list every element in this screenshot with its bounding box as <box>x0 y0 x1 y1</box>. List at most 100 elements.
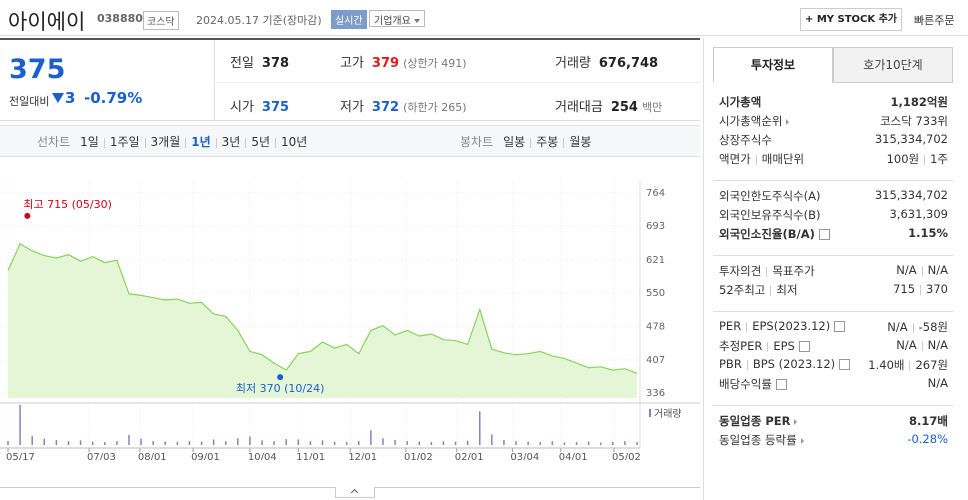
x-tick-label: 01/02 <box>404 452 433 460</box>
volume-bar <box>176 442 179 445</box>
info-label: 52주최고 최저 <box>719 282 798 298</box>
info-value-text: 370 <box>926 282 948 296</box>
tab[interactable]: 1년 <box>191 135 211 149</box>
tab[interactable]: 월봉 <box>569 135 592 149</box>
volume-bar <box>587 441 590 445</box>
info-label-text: 액면가 <box>719 152 751 166</box>
volume-bar <box>321 440 324 445</box>
volume-bar <box>140 438 142 445</box>
x-tick-label: 11/01 <box>296 452 325 460</box>
volume-bar <box>91 441 94 445</box>
info-value: -0.28% <box>907 432 948 446</box>
info-label-text: PBR <box>719 357 742 371</box>
side-tab[interactable]: 투자정보 <box>713 47 833 83</box>
info-value: N/A -58원 <box>887 319 948 335</box>
info-value-text: 315,334,702 <box>874 188 948 202</box>
tab[interactable]: 일봉 <box>503 135 526 149</box>
summary-value: 375 <box>261 100 290 115</box>
tab-separator <box>563 137 565 148</box>
separator <box>766 266 768 277</box>
collapse-icon <box>350 488 359 497</box>
summary-label: 전일 <box>230 56 254 71</box>
info-value-text: -58원 <box>918 320 948 334</box>
separator <box>921 340 923 351</box>
info-label-text: 외국인보유주식수(B) <box>719 208 821 222</box>
tab[interactable]: 1주일 <box>109 135 140 149</box>
volume-bar <box>382 438 384 445</box>
info-value-text: N/A <box>927 338 948 352</box>
quick-order-button[interactable]: 빠른주문 <box>914 14 955 27</box>
tab[interactable]: 1일 <box>80 135 99 149</box>
info-label: 동일업종 등락률 <box>719 432 804 448</box>
volume-bar <box>273 441 275 445</box>
mystock-button[interactable]: + MY STOCK 추가 <box>800 8 902 31</box>
volume-bar <box>104 442 106 445</box>
summary-item: 시가 375 <box>230 96 289 115</box>
tab-group: 봉차트 일봉 주봉 월봉 <box>460 133 591 150</box>
volume-bar <box>309 441 312 445</box>
separator <box>746 359 748 370</box>
collapse-button[interactable] <box>335 487 375 498</box>
info-value-text: 코스닥 733위 <box>880 114 948 128</box>
x-tick-label: 09/01 <box>191 452 220 460</box>
info-label: 시가총액 <box>719 94 761 110</box>
price-chart: 764 693 621 550 478 407 336 05/17 07/03 08/01 09/0… <box>0 180 700 460</box>
summary-row-divider <box>215 82 700 83</box>
separator <box>921 265 923 276</box>
x-tick-label: 05/17 <box>6 452 35 460</box>
tab[interactable]: 10년 <box>281 135 308 149</box>
info-label-text: 배당수익률 <box>719 377 772 391</box>
info-value: 1.15% <box>908 226 948 240</box>
tab[interactable]: 5년 <box>251 135 271 149</box>
info-value-text: N/A <box>896 338 917 352</box>
volume-bar <box>612 442 614 445</box>
separator <box>924 154 926 165</box>
y-tick-label: 478 <box>646 322 665 333</box>
price-divider <box>214 40 215 120</box>
realtime-badge[interactable]: 실시간 <box>331 10 367 29</box>
info-value-text: 715 <box>893 282 916 296</box>
volume-bar <box>479 411 481 445</box>
volume-bar <box>527 441 529 445</box>
help-icon <box>818 229 830 240</box>
y-tick-label: 407 <box>646 355 665 366</box>
volume-bar <box>394 439 396 445</box>
volume-bar <box>515 441 517 445</box>
y-tick-label: 764 <box>646 188 665 199</box>
price-panel-bottom <box>0 120 700 121</box>
info-label-text: EPS <box>773 339 795 353</box>
info-label-text: 동일업종 등락률 <box>719 433 797 447</box>
separator <box>755 154 757 165</box>
summary-item: 고가 379 (상한가 491) <box>340 52 467 71</box>
group-divider <box>713 255 953 256</box>
tab[interactable]: 3년 <box>221 135 241 149</box>
info-label-text: 매매단위 <box>761 152 805 166</box>
period-tabs <box>0 125 700 157</box>
y-tick-label: 621 <box>646 255 665 266</box>
volume-bar <box>333 441 336 445</box>
volume-bar <box>563 442 566 445</box>
tab[interactable]: 주봉 <box>536 135 559 149</box>
tab-group: 선차트 1일 1주일 3개월 1년 3년 5년 10년 <box>37 133 307 150</box>
separator <box>746 321 748 332</box>
tab[interactable]: 3개월 <box>150 135 181 149</box>
tab-separator <box>530 137 532 148</box>
info-label: 상장주식수 <box>719 132 772 148</box>
info-value: 8.17배 <box>909 413 948 429</box>
info-label-text: PER <box>719 319 742 333</box>
info-label-text: 외국인소진율(B/A) <box>719 227 815 241</box>
volume-bar <box>249 436 251 445</box>
info-value-text: 100원 <box>886 152 920 166</box>
company-info-button[interactable]: 기업개요 <box>369 10 425 27</box>
info-value-text: 8.17배 <box>909 414 948 428</box>
price-line <box>7 243 638 374</box>
change-label: 전일대비 <box>9 95 50 108</box>
x-tick-label: 10/04 <box>248 452 277 460</box>
extreme-label: 최저 370 (10/24) <box>236 382 325 395</box>
side-tab[interactable]: 호가10단계 <box>833 47 953 83</box>
y-tick-label: 550 <box>646 288 665 299</box>
summary-label: 거래량 <box>555 56 591 71</box>
volume-bar <box>188 441 191 445</box>
info-label: 동일업종 PER <box>719 413 798 429</box>
